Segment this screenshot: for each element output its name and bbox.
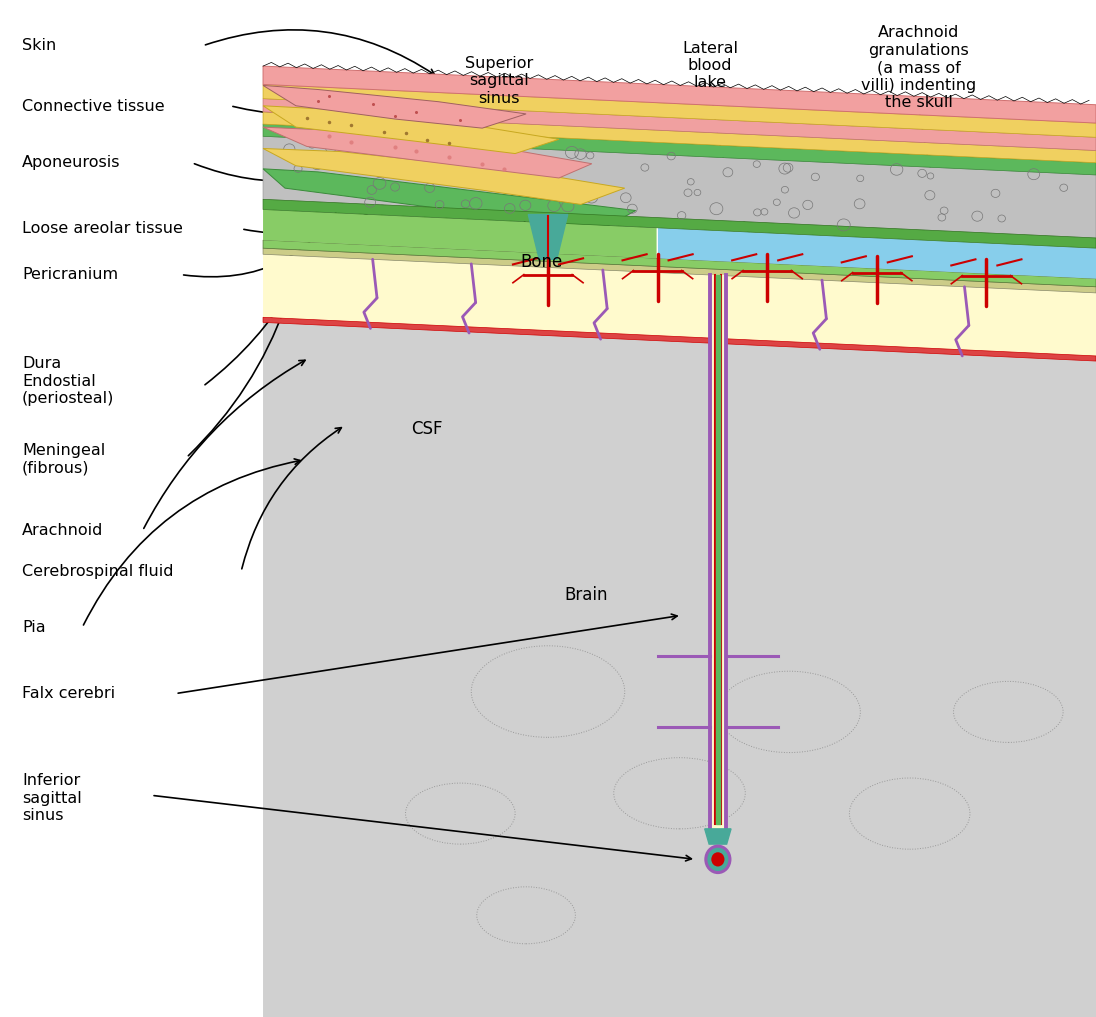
Polygon shape	[263, 136, 1096, 238]
Text: Loose areolar tissue: Loose areolar tissue	[22, 222, 183, 236]
Polygon shape	[263, 248, 1096, 293]
Polygon shape	[263, 148, 625, 204]
Polygon shape	[263, 66, 1096, 123]
Text: Falx cerebri: Falx cerebri	[22, 686, 115, 701]
Polygon shape	[263, 169, 636, 229]
Text: Cerebrospinal fluid: Cerebrospinal fluid	[22, 564, 173, 579]
Text: Connective tissue: Connective tissue	[22, 100, 164, 114]
Polygon shape	[263, 240, 1096, 287]
Text: Aponeurosis: Aponeurosis	[22, 156, 121, 170]
Polygon shape	[263, 322, 1096, 1017]
Polygon shape	[716, 276, 720, 824]
Polygon shape	[263, 254, 1096, 356]
Text: Arachnoid
granulations
(a mass of
villi) indenting
the skull: Arachnoid granulations (a mass of villi)…	[860, 25, 977, 110]
Text: Superior
sagittal
sinus: Superior sagittal sinus	[465, 56, 533, 106]
Text: CSF: CSF	[411, 420, 443, 438]
Text: Arachnoid: Arachnoid	[22, 524, 103, 538]
Polygon shape	[263, 99, 1096, 151]
Polygon shape	[263, 317, 1096, 361]
Ellipse shape	[706, 846, 730, 873]
Polygon shape	[263, 85, 526, 128]
Text: Brain: Brain	[564, 586, 608, 604]
Polygon shape	[263, 106, 559, 154]
Polygon shape	[263, 84, 1096, 137]
Text: Pericranium: Pericranium	[22, 267, 118, 282]
Text: Bone: Bone	[521, 253, 563, 272]
Text: Dura
Endostial
(periosteal): Dura Endostial (periosteal)	[22, 357, 114, 406]
Text: Inferior
sagittal
sinus: Inferior sagittal sinus	[22, 774, 82, 823]
Polygon shape	[705, 829, 731, 844]
Text: Skin: Skin	[22, 39, 56, 53]
Polygon shape	[710, 276, 726, 829]
Polygon shape	[263, 124, 1096, 175]
Text: Pia: Pia	[22, 620, 46, 635]
Polygon shape	[658, 228, 1096, 279]
Polygon shape	[263, 199, 1096, 248]
Polygon shape	[263, 248, 1096, 287]
Polygon shape	[263, 127, 592, 178]
Polygon shape	[263, 112, 1096, 163]
Polygon shape	[263, 210, 657, 258]
Text: Lateral
blood
lake: Lateral blood lake	[682, 41, 739, 91]
Ellipse shape	[711, 852, 724, 866]
Polygon shape	[528, 215, 568, 259]
Text: Meningeal
(fibrous): Meningeal (fibrous)	[22, 443, 105, 476]
